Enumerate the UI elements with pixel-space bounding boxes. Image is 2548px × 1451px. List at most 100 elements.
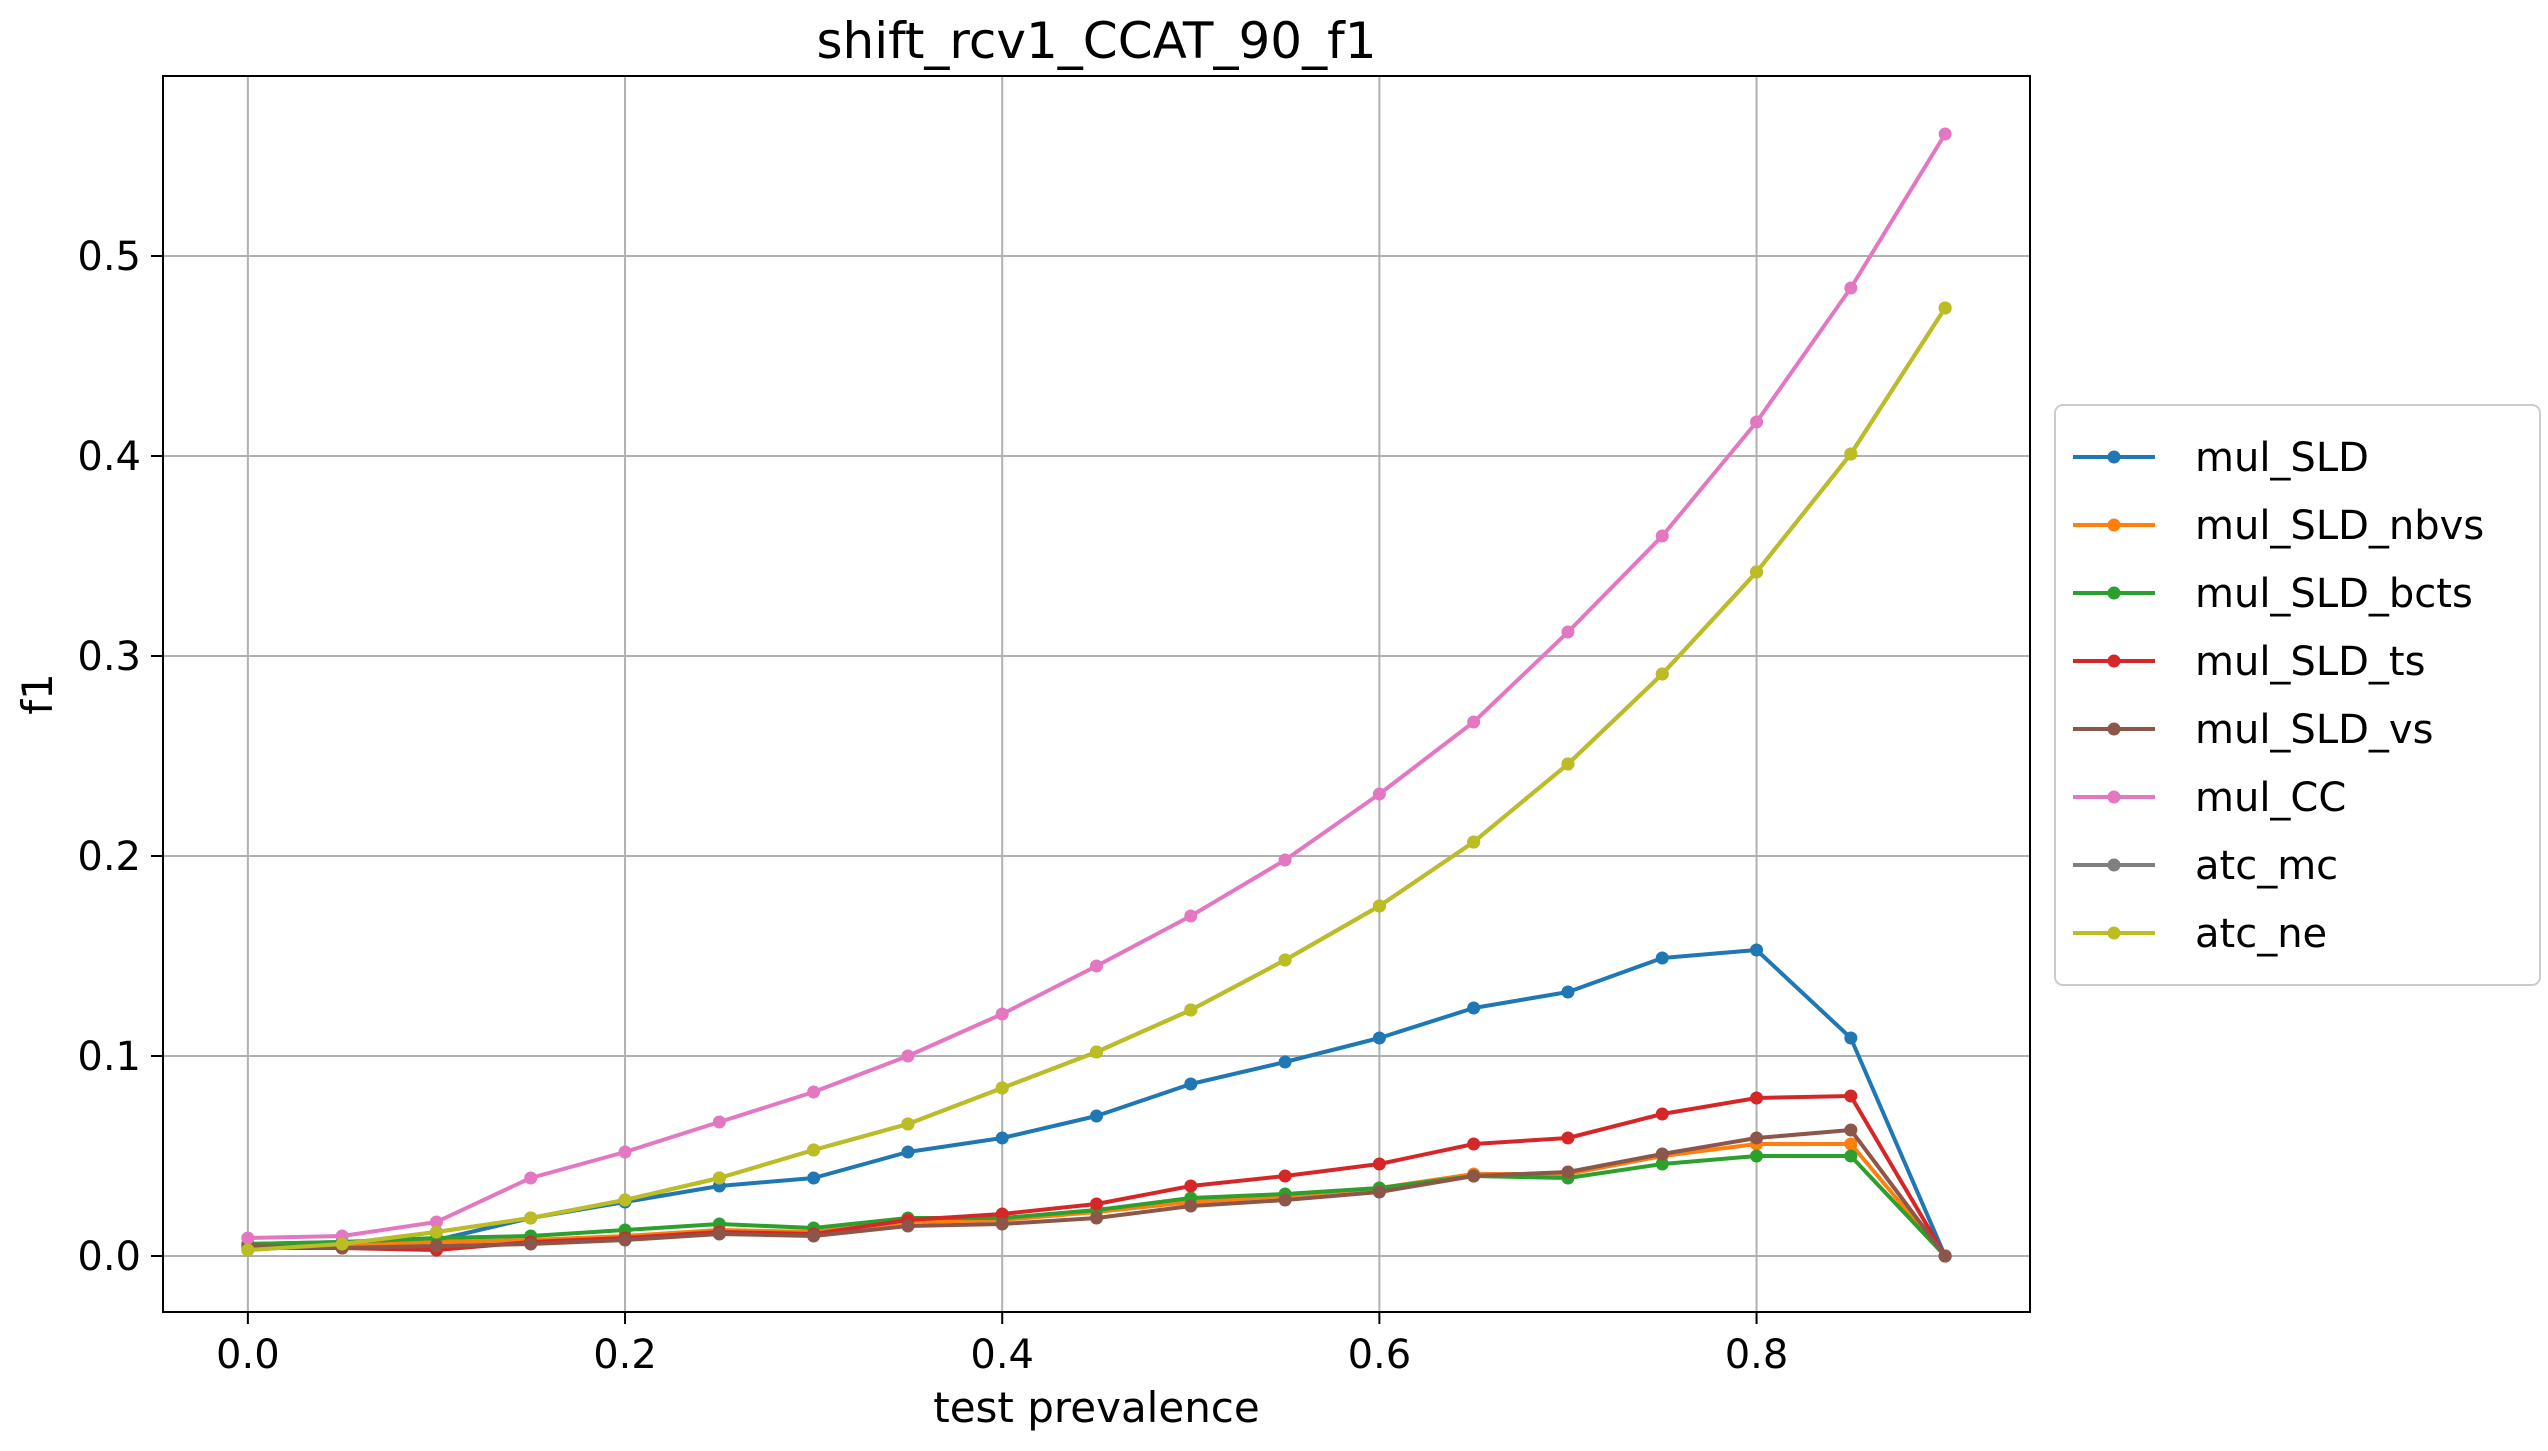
y-tick-label: 0.1 [77,1034,141,1080]
legend-label: mul_SLD_bcts [2195,571,2473,617]
legend-label: atc_mc [2195,843,2338,889]
data-point-mul_SLD_ts [1278,1169,1292,1183]
data-point-mul_CC [241,1231,255,1245]
data-point-mul_CC [1655,529,1669,543]
data-point-mul_SLD_vs [1655,1147,1669,1161]
legend-swatch-marker [2107,450,2121,464]
data-point-mul_CC [1938,127,1952,141]
data-point-mul_SLD [995,1131,1009,1145]
data-point-mul_SLD_ts [1090,1197,1103,1211]
y-axis-label: f1 [13,673,62,715]
data-point-mul_SLD_vs [1561,1165,1575,1179]
data-point-mul_SLD_vs [1278,1193,1292,1207]
data-point-atc_ne [1750,565,1764,579]
data-point-mul_SLD_vs [429,1239,443,1253]
data-point-atc_ne [1938,301,1952,315]
data-point-mul_CC [618,1145,632,1159]
legend-item-atc_mc: atc_mc [2073,843,2338,889]
legend-label: atc_ne [2195,911,2327,957]
axis-ticks: 0.0 0.2 0.4 0.6 0.8 0.0 0.1 0.2 0.3 0.4 0.5 [77,234,1788,1378]
data-point-mul_SLD [1655,951,1669,965]
data-point-mul_SLD [1467,1001,1481,1015]
x-axis-label: test prevalence [933,1383,1260,1432]
y-tick-label: 0.4 [77,434,141,480]
data-point-mul_CC [1278,853,1292,867]
legend-label: mul_SLD [2195,435,2369,481]
data-point-mul_CC [1844,281,1858,295]
legend-item-mul_SLD_vs: mul_SLD_vs [2073,707,2433,753]
data-point-mul_SLD_vs [1938,1249,1952,1263]
data-point-mul_SLD_ts [1372,1157,1386,1171]
data-point-mul_CC [524,1171,538,1185]
legend-label: mul_SLD_vs [2195,707,2433,753]
data-point-atc_ne [335,1237,349,1251]
data-point-atc_ne [712,1171,726,1185]
grid-lines [163,76,2030,1312]
plot-area-frame [162,75,2031,1313]
y-tick-label: 0.0 [77,1234,141,1280]
data-point-mul_SLD_ts [1750,1091,1764,1105]
data-point-mul_SLD_ts [1655,1107,1669,1121]
legend-swatch-marker [2107,654,2121,668]
data-point-mul_SLD [1278,1055,1292,1069]
data-point-mul_SLD_vs [901,1219,915,1233]
data-point-mul_SLD_vs [712,1227,726,1241]
legend-swatch-marker [2107,586,2121,600]
data-point-mul_CC [995,1007,1009,1021]
series-mul_CC [241,127,1952,1245]
legend-item-mul_SLD_ts: mul_SLD_ts [2073,639,2425,685]
data-point-mul_SLD_vs [1844,1123,1858,1137]
legend-swatch-marker [2107,518,2121,532]
x-tick-label: 0.2 [593,1332,657,1378]
data-point-atc_ne [429,1225,443,1239]
data-point-mul_SLD_vs [1467,1169,1481,1183]
data-point-mul_CC [1561,625,1575,639]
data-point-atc_ne [524,1211,538,1225]
y-tick-label: 0.5 [77,234,141,280]
data-point-atc_ne [241,1243,255,1257]
data-point-mul_CC [1372,787,1386,801]
data-point-mul_CC [712,1115,726,1129]
data-point-mul_CC [807,1085,821,1099]
data-point-mul_SLD_vs [618,1233,632,1247]
data-point-atc_ne [1184,1003,1198,1017]
data-point-mul_SLD_ts [1184,1179,1198,1193]
data-point-mul_CC [901,1049,915,1063]
data-point-atc_ne [807,1143,821,1157]
data-point-atc_ne [1844,447,1858,461]
series-group [241,127,1952,1263]
series-atc_ne [241,301,1952,1257]
data-point-atc_ne [1655,667,1669,681]
x-tick-label: 0.4 [970,1332,1034,1378]
data-point-mul_CC [1467,715,1481,729]
data-point-atc_ne [1278,953,1292,967]
data-point-mul_SLD_bcts [1844,1149,1858,1163]
chart-title: shift_rcv1_CCAT_90_f1 [816,12,1376,70]
data-point-mul_SLD [1561,985,1575,999]
data-point-mul_SLD_nbvs [1844,1137,1858,1151]
data-point-mul_SLD_ts [995,1207,1009,1221]
data-point-mul_SLD_bcts [1750,1149,1764,1163]
data-point-atc_ne [618,1193,632,1207]
data-point-mul_CC [1750,415,1764,429]
data-point-mul_SLD [1090,1109,1103,1123]
data-point-mul_SLD [1844,1031,1858,1045]
data-point-mul_SLD_vs [524,1237,538,1251]
legend-swatch-marker [2107,926,2121,940]
data-point-mul_SLD_vs [1750,1131,1764,1145]
legend-label: mul_CC [2195,775,2346,821]
data-point-mul_SLD_ts [1844,1089,1858,1103]
legend: mul_SLD mul_SLD_nbvs mul_SLD_bcts mul_SLD_t… [2054,404,2541,986]
data-point-mul_CC [1090,959,1103,973]
y-tick-label: 0.2 [77,834,141,880]
data-point-atc_ne [1561,757,1575,771]
legend-swatch-marker [2107,722,2121,736]
data-point-mul_CC [429,1215,443,1229]
data-point-mul_SLD [901,1145,915,1159]
data-point-mul_SLD [1184,1077,1198,1091]
legend-item-atc_ne: atc_ne [2073,911,2327,957]
legend-label: mul_SLD_ts [2195,639,2425,685]
x-tick-label: 0.8 [1725,1332,1789,1378]
data-point-mul_SLD [807,1171,821,1185]
